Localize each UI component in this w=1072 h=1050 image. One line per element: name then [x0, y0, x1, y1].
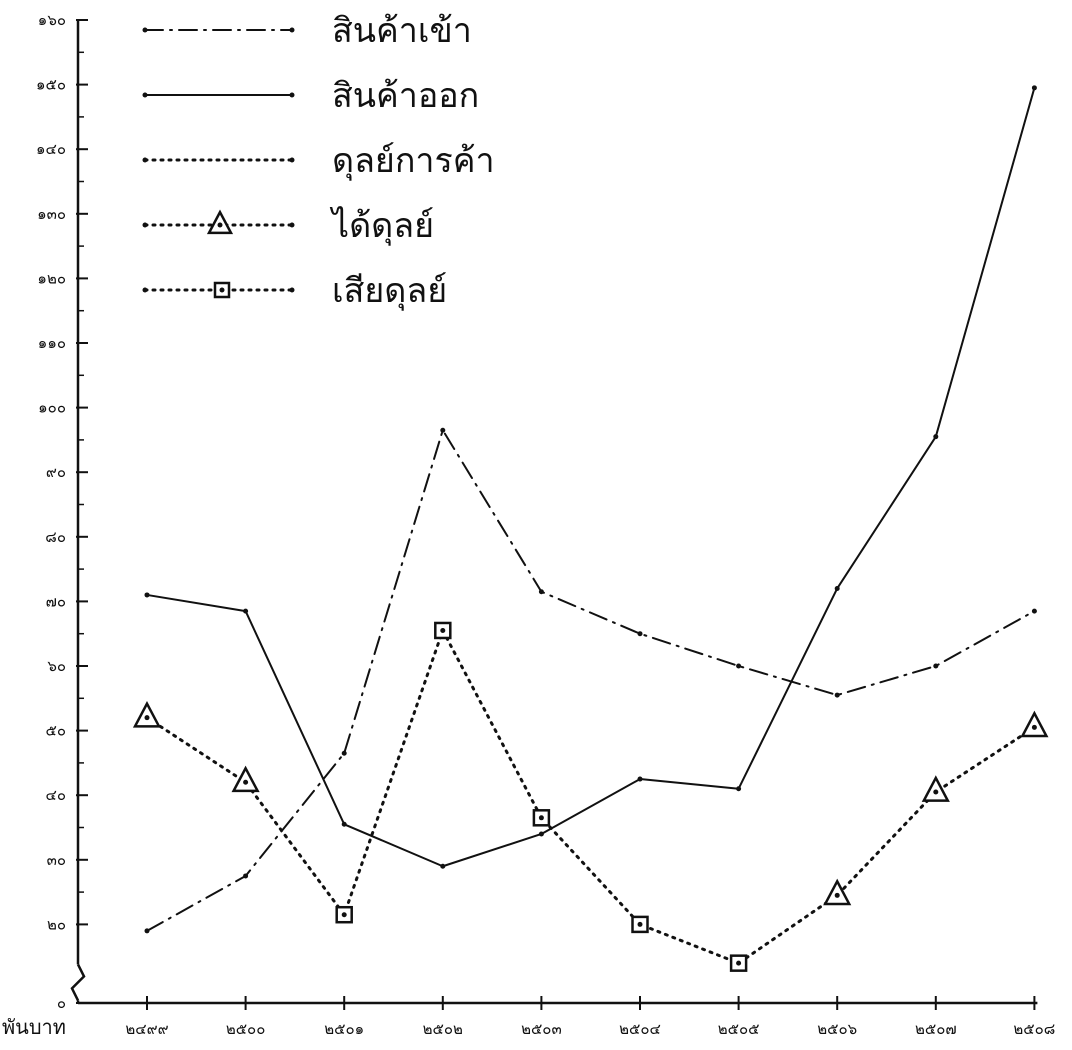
data-point — [933, 434, 939, 440]
y-tick-label: ๑๐๐ — [38, 399, 66, 417]
legend-endpoint — [142, 287, 148, 293]
data-point — [834, 585, 840, 591]
y-tick-label: ๗๐ — [46, 592, 66, 610]
y-tick-label: ๘๐ — [45, 528, 66, 546]
x-tick-label: ๒๕๐๑ — [324, 1020, 364, 1038]
deficit-marker-dot — [736, 960, 742, 966]
x-tick-label: ๒๕๐๒ — [423, 1020, 463, 1038]
surplus-marker-dot — [144, 715, 150, 721]
legend-square-marker-dot — [219, 287, 225, 293]
surplus-marker-dot — [933, 789, 939, 795]
legend-label-1: สินค้าออก — [332, 76, 479, 116]
x-tick-label: ๒๕๐๗ — [915, 1020, 957, 1038]
x-tick-label: ๒๕๐๐ — [226, 1020, 266, 1038]
data-point — [243, 873, 249, 879]
y-tick-label: ๕๐ — [45, 722, 66, 740]
data-point — [144, 928, 150, 934]
y-tick-label: ๓๐ — [47, 851, 66, 869]
surplus-marker — [823, 878, 852, 906]
data-point — [440, 427, 446, 433]
y-tick-label: ๔๐ — [45, 786, 66, 804]
surplus-marker-dot — [243, 779, 249, 785]
series-line-2 — [145, 628, 1036, 965]
data-point — [538, 831, 544, 837]
surplus-marker-dot — [834, 892, 840, 898]
data-point — [243, 608, 249, 614]
legend-label-4: เสียดุลย์ — [332, 271, 447, 311]
data-point — [834, 692, 840, 698]
data-point — [933, 663, 939, 669]
y-tick-label: ๖๐ — [47, 657, 66, 675]
surplus-marker — [132, 700, 162, 728]
legend-endpoint — [142, 27, 148, 33]
surplus-marker-dot — [1031, 724, 1037, 730]
y-tick-label: ๑๕๐ — [36, 76, 66, 94]
legend-triangle-marker-dot — [217, 222, 223, 228]
y-tick-label: ๒๐ — [47, 915, 66, 933]
data-point — [144, 592, 150, 598]
legend-endpoint — [142, 222, 148, 228]
y-tick-label: ๙๐ — [46, 463, 66, 481]
legend-endpoint — [289, 27, 295, 33]
legend-endpoint — [289, 287, 295, 293]
legend-label-2: ดุลย์การค้า — [332, 141, 495, 181]
data-point — [1031, 608, 1037, 614]
legend-label-0: สินค้าเข้า — [332, 11, 472, 51]
deficit-marker-dot — [637, 921, 643, 927]
y-unit-label: พันบาท — [2, 1015, 66, 1039]
x-tick-label: ๒๕๐๔ — [619, 1020, 661, 1038]
legend-endpoint — [142, 92, 148, 98]
surplus-marker — [1020, 710, 1049, 738]
x-tick-label: ๒๕๐๘ — [1013, 1020, 1055, 1038]
data-point — [637, 631, 643, 637]
y-tick-label: ๑๓๐ — [37, 205, 66, 223]
data-point — [440, 863, 446, 869]
deficit-marker-dot — [341, 912, 347, 918]
legend-endpoint — [289, 222, 295, 228]
data-point — [736, 663, 742, 669]
data-point — [1031, 85, 1037, 91]
x-tick-label: ๒๕๐๕ — [718, 1020, 760, 1038]
data-point — [341, 821, 347, 827]
data-point — [538, 589, 544, 595]
y-tick-label: ๑๔๐ — [36, 140, 66, 158]
data-point — [637, 776, 643, 782]
data-point — [341, 750, 347, 756]
legend-endpoint — [142, 157, 148, 163]
y-tick-label: ๑๒๐ — [37, 269, 66, 287]
legend-label-3: ได้ดุลย์ — [329, 206, 434, 246]
legend-endpoint — [289, 157, 295, 163]
data-point — [736, 786, 742, 792]
surplus-marker — [921, 775, 950, 802]
surplus-marker — [231, 765, 260, 793]
series-line-1 — [146, 86, 1036, 868]
legend-endpoint — [289, 92, 295, 98]
y-axis-break — [70, 963, 86, 1001]
y-tick-label: ๑๖๐ — [38, 11, 66, 29]
y-tick-label: ๑๑๐ — [38, 334, 66, 352]
x-tick-label: ๒๔๙๙ — [125, 1020, 168, 1038]
x-tick-label: ๒๕๐๖ — [817, 1020, 857, 1038]
y-tick-label: ๐ — [57, 994, 66, 1012]
series-line-0 — [146, 429, 1036, 932]
deficit-marker-dot — [538, 815, 544, 821]
deficit-marker-dot — [440, 627, 446, 633]
x-tick-label: ๒๕๐๓ — [521, 1020, 562, 1038]
